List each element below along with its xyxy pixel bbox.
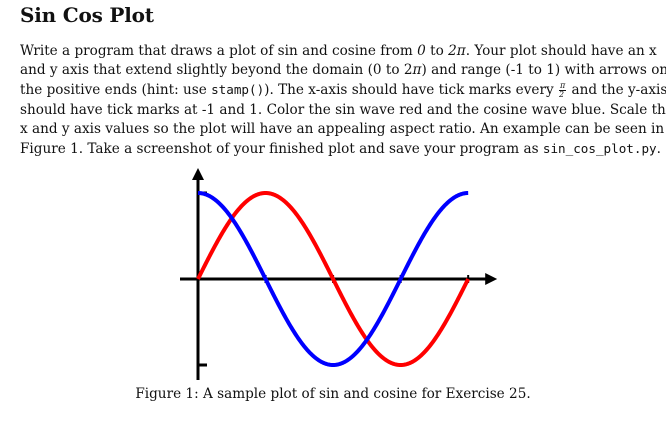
text-run: to bbox=[425, 43, 449, 59]
sin-cos-plot bbox=[180, 168, 498, 380]
y-axis-arrow bbox=[192, 168, 204, 180]
text-run: should have tick marks at -1 and 1. Colo… bbox=[20, 101, 666, 118]
page-title: Sin Cos Plot bbox=[20, 3, 154, 27]
paragraph-line: should have tick marks at -1 and 1. Colo… bbox=[20, 101, 666, 120]
fraction-denominator: 2 bbox=[558, 90, 565, 100]
text-run: and the y-axis bbox=[567, 82, 666, 99]
plot-curves bbox=[196, 191, 470, 367]
text-run: the positive ends (hint: use bbox=[20, 82, 212, 99]
text-run: . Your plot should have an x bbox=[465, 43, 657, 59]
text-run: Figure 1. Take a screenshot of your fini… bbox=[20, 141, 543, 158]
inline-code: sin_cos_plot.py bbox=[542, 141, 657, 157]
text-run: ). The x-axis should have tick marks eve… bbox=[264, 82, 558, 99]
text-run: . bbox=[656, 141, 661, 158]
paragraph-line: Figure 1. Take a screenshot of your fini… bbox=[20, 139, 661, 159]
inline-code: stamp() bbox=[211, 82, 265, 98]
inline-math: π bbox=[412, 62, 422, 79]
paragraph-line: x and y axis values so the plot will hav… bbox=[20, 120, 664, 139]
figure-caption: Figure 1: A sample plot of sin and cosin… bbox=[135, 386, 531, 402]
paragraph-line: Write a program that draws a plot of sin… bbox=[20, 42, 657, 61]
paragraph-line: and y axis that extend slightly beyond t… bbox=[20, 61, 666, 80]
inline-math: 2π bbox=[448, 43, 466, 59]
exercise-paragraph: Write a program that draws a plot of sin… bbox=[20, 42, 666, 159]
text-run: and y axis that extend slightly beyond t… bbox=[20, 62, 413, 79]
fraction-numerator: π bbox=[558, 81, 567, 92]
cos-curve bbox=[197, 191, 470, 367]
inline-math: 0 bbox=[417, 43, 426, 59]
sin-curve bbox=[196, 191, 470, 367]
x-axis-arrow bbox=[485, 273, 498, 285]
paragraph-line: the positive ends (hint: use stamp()). T… bbox=[20, 80, 666, 100]
text-run: Write a program that draws a plot of sin… bbox=[20, 43, 418, 59]
text-run: x and y axis values so the plot will hav… bbox=[20, 120, 665, 137]
text-run: ) and range (-1 to 1) with arrows on bbox=[421, 62, 666, 79]
